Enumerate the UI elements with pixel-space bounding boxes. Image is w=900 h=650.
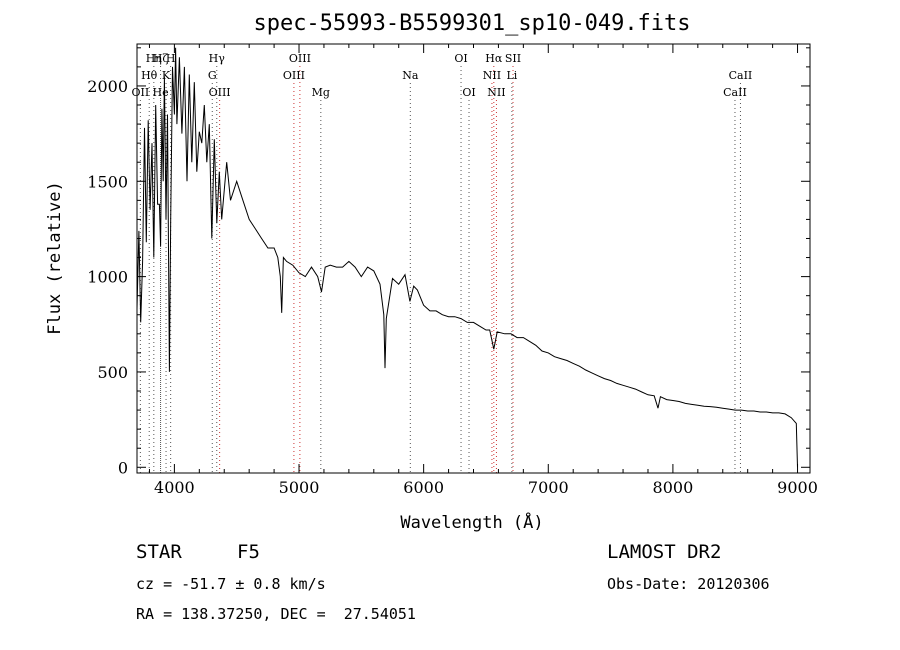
series-group <box>136 47 798 468</box>
line-marker-label: CaII <box>723 86 747 99</box>
obs-date: Obs-Date: 20120306 <box>607 575 770 593</box>
y-tick-label: 2000 <box>87 77 128 96</box>
line-marker-label: OIII <box>289 52 311 65</box>
line-marker-label: K <box>162 69 171 82</box>
line-marker-label: OII <box>132 86 150 99</box>
y-tick-label: 1000 <box>87 268 128 287</box>
survey-name: LAMOST DR2 <box>607 541 722 563</box>
line-marker-label: OIII <box>283 69 305 82</box>
x-tick-label: 6000 <box>403 478 444 497</box>
line-marker-label: OI <box>462 86 475 99</box>
plot-frame <box>136 43 811 474</box>
line-marker-label: NII <box>487 86 505 99</box>
line-marker-label: OIII <box>209 86 231 99</box>
object-class: STAR <box>136 541 182 563</box>
line-marker-label: OI <box>454 52 467 65</box>
line-marker-label: Hα <box>485 52 503 65</box>
line-marker-label: H <box>166 52 176 65</box>
axis-ticks: 4000 5000 6000 7000 8000 9000 0 500 1000 1500 2000 <box>87 44 818 497</box>
x-tick-label: 5000 <box>279 478 320 497</box>
x-tick-label: 4000 <box>154 478 195 497</box>
x-tick-label: 8000 <box>653 478 694 497</box>
line-marker-label: Na <box>402 69 419 82</box>
x-tick-label: 7000 <box>528 478 569 497</box>
y-tick-label: 0 <box>118 458 128 477</box>
object-subclass: F5 <box>237 541 260 563</box>
chart-title: spec-55993-B5599301_sp10-049.fits <box>253 11 690 36</box>
spectrum-line <box>136 47 798 468</box>
line-marker-label: G <box>208 69 217 82</box>
y-tick-label: 500 <box>97 363 128 382</box>
coordinates: RA = 138.37250, DEC = 27.54051 <box>136 605 416 623</box>
line-marker-label: Mg <box>312 86 330 99</box>
line-marker-label: He <box>153 86 169 99</box>
line-marker-label: SII <box>505 52 521 65</box>
y-axis-label: Flux (relative) <box>45 181 65 335</box>
x-axis-label: Wavelength (Å) <box>400 511 543 533</box>
line-marker-label: CaII <box>729 69 753 82</box>
line-marker-label: Hη <box>146 52 162 65</box>
line-marker-label: NII <box>483 69 501 82</box>
y-tick-label: 1500 <box>87 172 128 191</box>
redshift-value: cz = -51.7 ± 0.8 km/s <box>136 575 326 593</box>
line-marker-label: Hθ <box>141 69 158 82</box>
line-marker-label: Li <box>506 69 517 82</box>
x-tick-label: 9000 <box>777 478 818 497</box>
line-marker-label: Hγ <box>209 52 226 65</box>
line-marker-label: Hζ <box>153 52 169 65</box>
